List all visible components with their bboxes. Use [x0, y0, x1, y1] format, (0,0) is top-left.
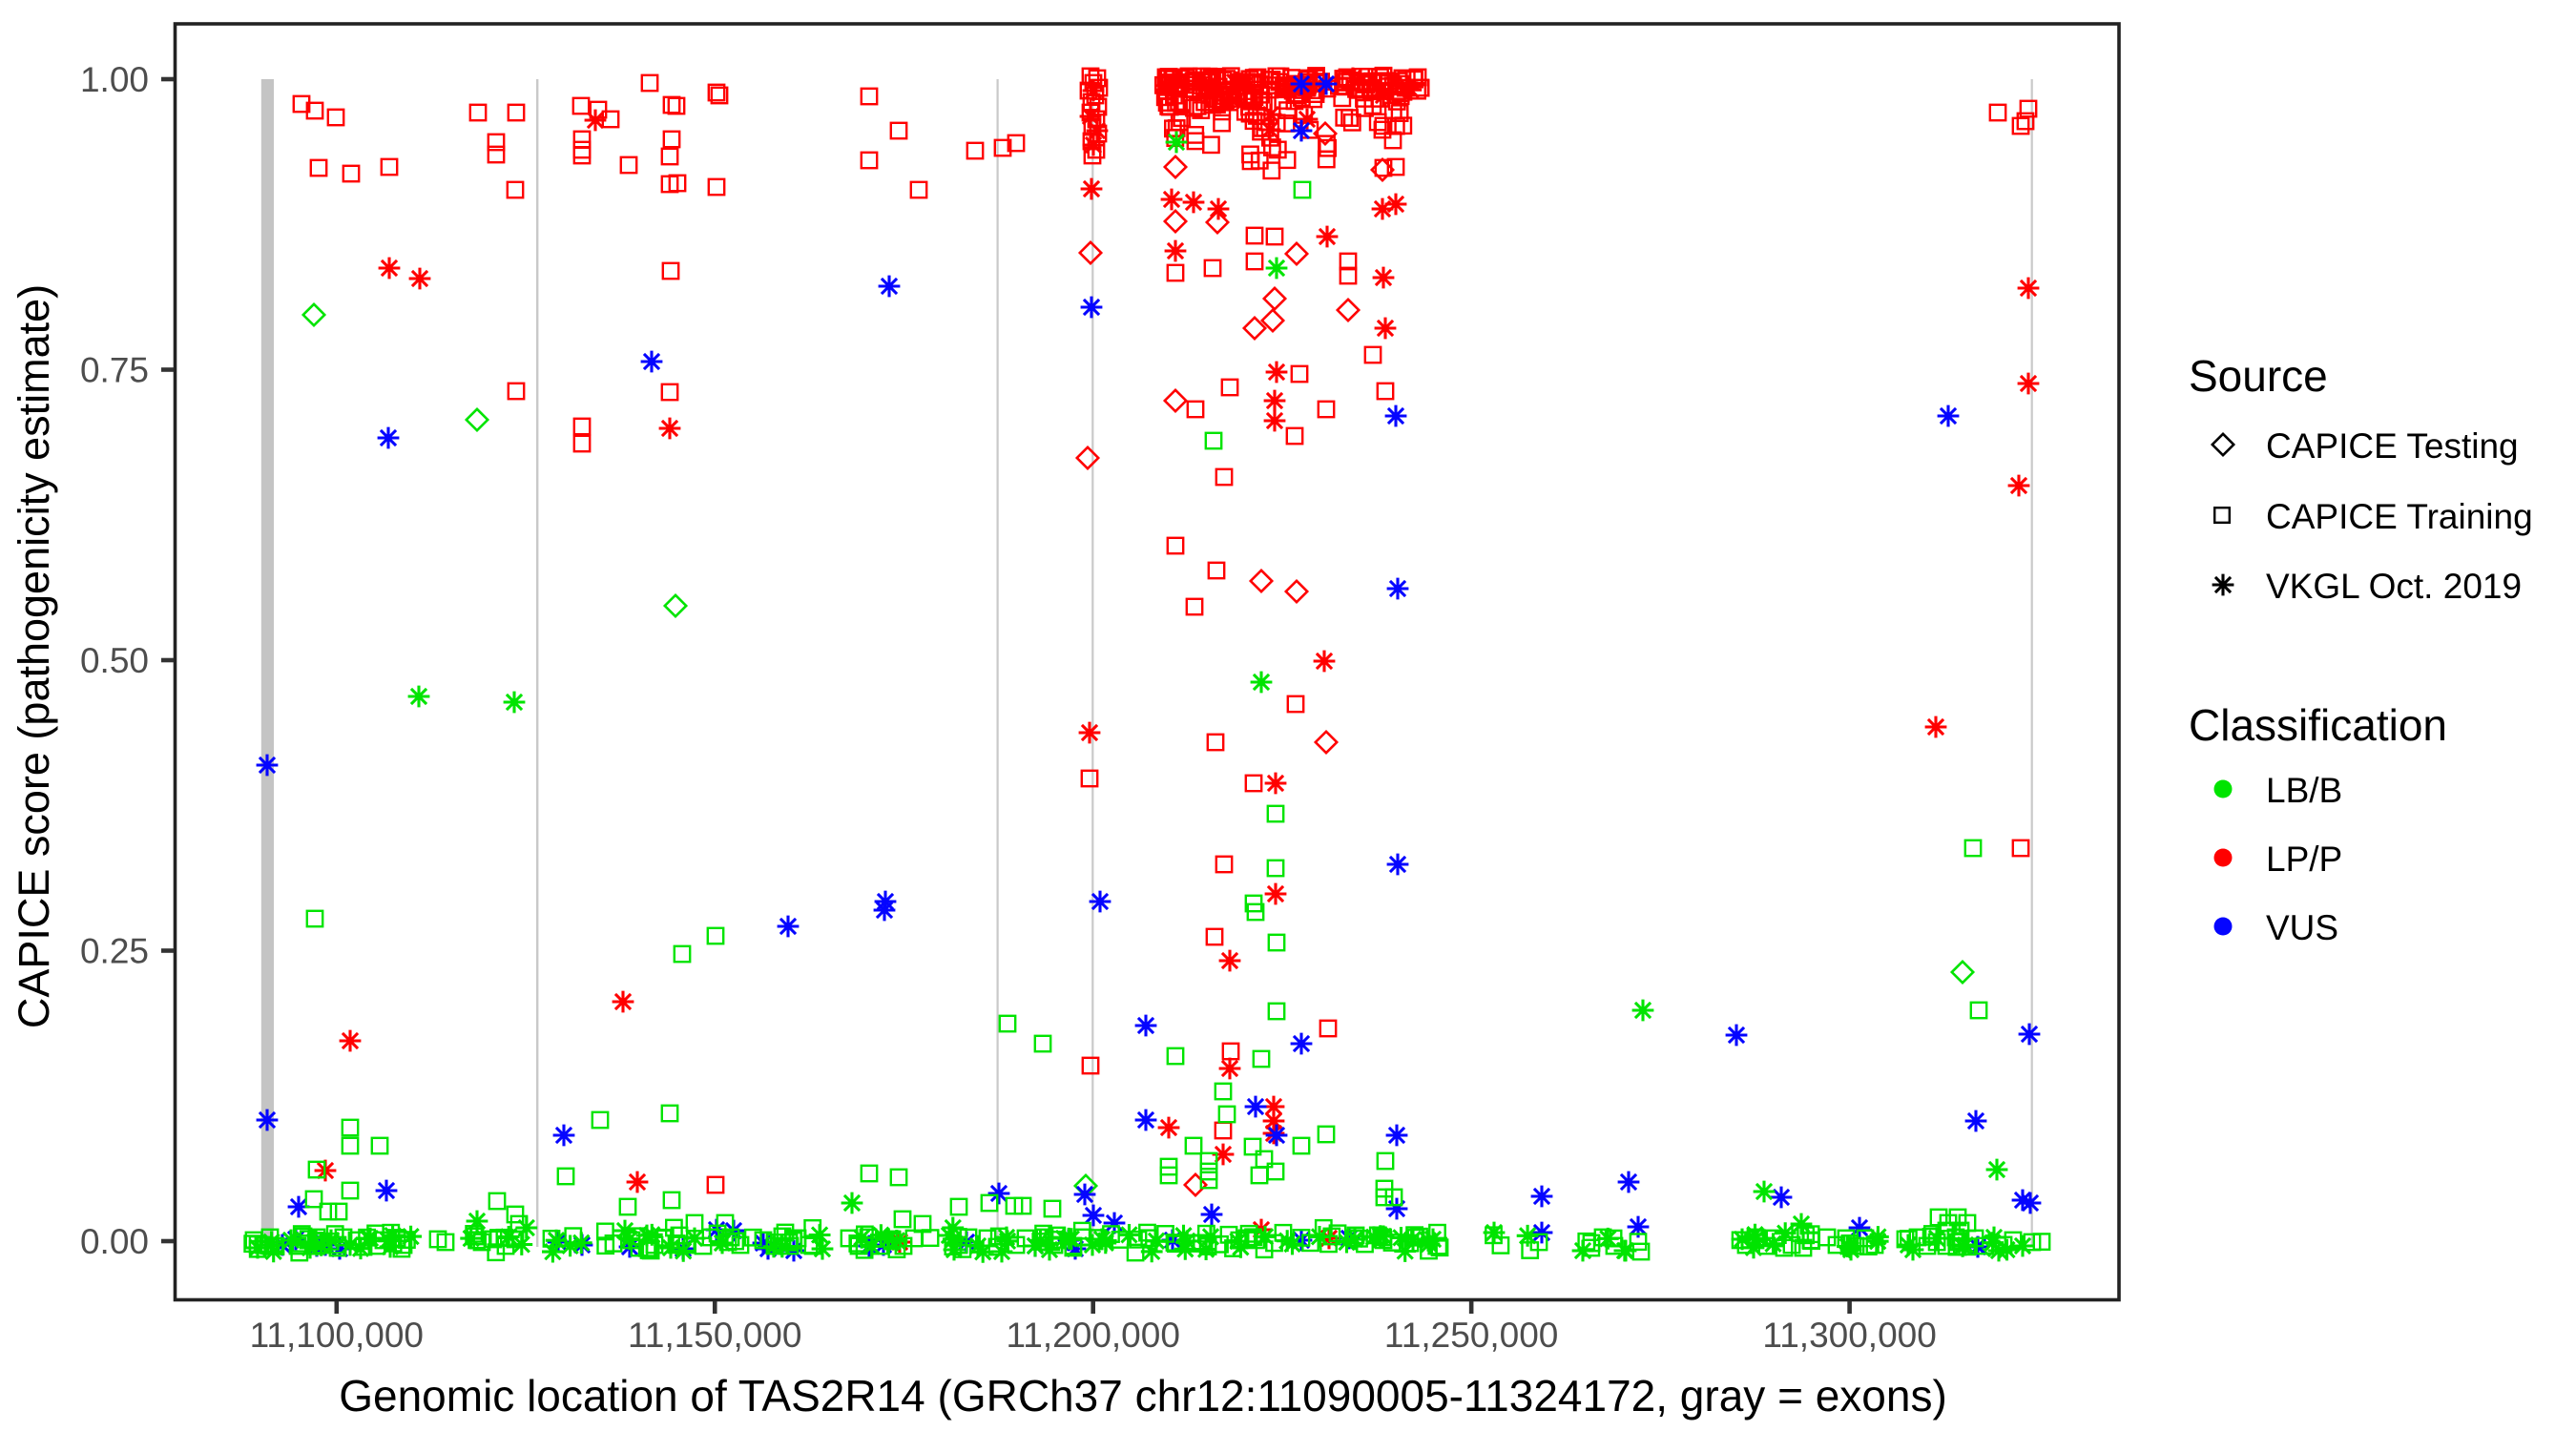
svg-text:11,150,000: 11,150,000 [628, 1316, 801, 1355]
svg-text:11,250,000: 11,250,000 [1384, 1316, 1558, 1355]
svg-text:LB/B: LB/B [2266, 771, 2342, 810]
svg-text:CAPICE Training: CAPICE Training [2266, 497, 2533, 536]
svg-text:LP/P: LP/P [2266, 840, 2342, 879]
svg-text:CAPICE Testing: CAPICE Testing [2266, 426, 2519, 466]
svg-text:0.75: 0.75 [80, 351, 149, 390]
svg-text:Source: Source [2189, 351, 2328, 401]
svg-text:11,200,000: 11,200,000 [1006, 1316, 1179, 1355]
svg-text:Genomic location of TAS2R14 (G: Genomic location of TAS2R14 (GRCh37 chr1… [339, 1371, 1947, 1421]
svg-text:0.00: 0.00 [80, 1222, 149, 1261]
svg-text:Classification: Classification [2189, 700, 2447, 750]
svg-text:CAPICE score (pathogenicity es: CAPICE score (pathogenicity estimate) [10, 284, 58, 1028]
svg-text:VKGL Oct. 2019: VKGL Oct. 2019 [2266, 567, 2522, 606]
svg-text:1.00: 1.00 [80, 60, 149, 99]
svg-text:VUS: VUS [2266, 908, 2338, 947]
svg-text:0.50: 0.50 [80, 641, 149, 680]
svg-text:11,300,000: 11,300,000 [1762, 1316, 1936, 1355]
svg-text:0.25: 0.25 [80, 932, 149, 971]
svg-text:11,100,000: 11,100,000 [250, 1316, 424, 1355]
